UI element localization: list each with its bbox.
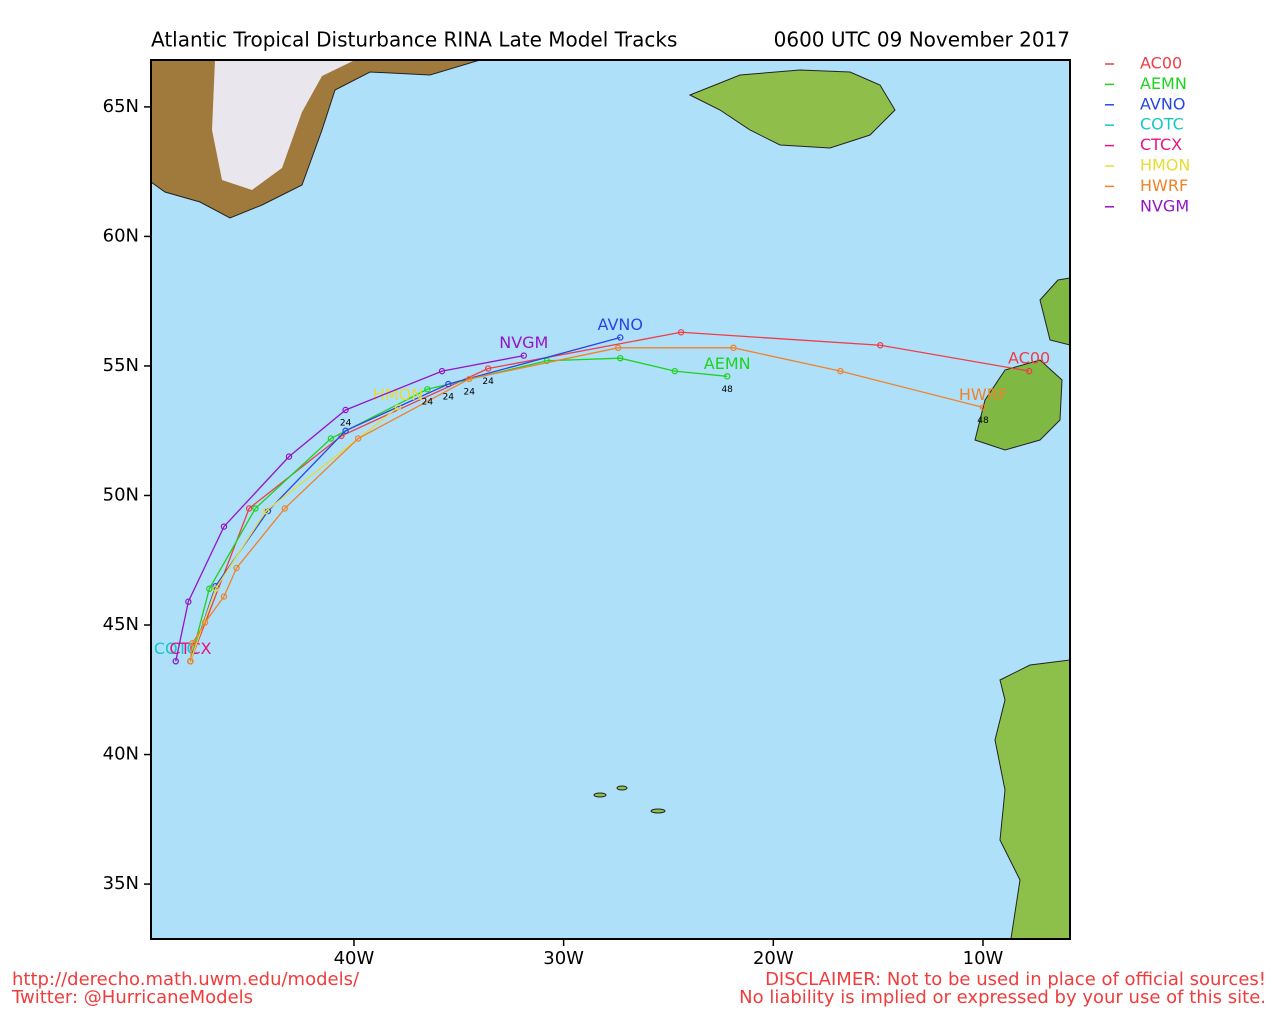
track-point	[617, 354, 624, 362]
hour-label: 48	[721, 385, 733, 395]
track-point	[206, 585, 213, 592]
track-point	[187, 658, 194, 665]
track-point	[245, 505, 253, 512]
iberia	[994, 659, 1070, 939]
chart-subtitle: 0600 UTC 09 November 2017	[774, 28, 1070, 52]
hour-label: 24	[340, 418, 352, 428]
hour-label: 48	[977, 416, 989, 426]
track-point	[394, 404, 402, 411]
track-point	[466, 375, 473, 383]
chart-title: Atlantic Tropical Disturbance RINA Late …	[151, 28, 677, 52]
track-label: HWRF	[959, 385, 1007, 404]
track-point	[723, 373, 731, 380]
track-point	[877, 342, 884, 349]
track-point	[220, 593, 228, 600]
track-label: COTC	[154, 639, 198, 658]
track-point	[342, 427, 349, 434]
azores	[650, 808, 666, 814]
track-point	[262, 507, 270, 515]
hour-label: 24	[422, 398, 434, 408]
track-point	[354, 435, 362, 442]
y-tick-label: 55N	[103, 355, 139, 376]
track-point	[617, 334, 624, 341]
track-point	[252, 505, 259, 512]
ireland	[974, 359, 1063, 451]
y-tick-label: 40N	[103, 744, 139, 765]
plot-frame	[150, 59, 1071, 940]
track-point	[730, 344, 737, 352]
legend-label: AEMN	[1140, 74, 1187, 93]
legend-label: AVNO	[1140, 94, 1185, 113]
hour-label: 24	[464, 387, 476, 397]
track-label: AVNO	[598, 315, 643, 334]
track-point	[212, 585, 219, 592]
azores	[616, 785, 628, 791]
hour-label: 24	[482, 377, 494, 387]
legend-label: COTC	[1140, 115, 1184, 134]
track-point	[614, 344, 622, 352]
y-tick-label: 45N	[103, 614, 139, 635]
track-point	[438, 367, 446, 375]
track-point	[520, 352, 527, 359]
track-point	[327, 435, 335, 442]
track-point	[424, 386, 431, 393]
legend-label: HWRF	[1140, 176, 1188, 195]
track-point	[185, 598, 192, 605]
x-tick-label: 20W	[753, 948, 794, 969]
track-point	[543, 357, 551, 364]
y-tick-label: 35N	[103, 873, 139, 894]
scotland	[1039, 277, 1070, 346]
track-line	[189, 347, 984, 662]
x-tick-label: 10W	[963, 948, 1004, 969]
track-point	[220, 523, 228, 530]
legend-label: NVGM	[1140, 196, 1189, 215]
greenland-ice	[212, 60, 355, 190]
track-point	[484, 365, 492, 372]
track-label: AEMN	[704, 354, 751, 373]
track-point	[445, 380, 452, 388]
iceland	[688, 69, 896, 149]
legend-label: AC00	[1140, 54, 1182, 73]
footer-right: No liability is implied or expressed by …	[739, 987, 1266, 1008]
track-line	[189, 336, 621, 662]
track-point	[837, 367, 844, 375]
x-tick-label: 30W	[543, 948, 584, 969]
track-point	[677, 329, 685, 336]
track-label: AC00	[1008, 349, 1050, 368]
track-point	[671, 367, 678, 375]
track-label: HMON	[373, 385, 423, 404]
track-label: NVGM	[499, 333, 548, 352]
track-point	[1025, 367, 1033, 375]
y-tick-label: 65N	[103, 96, 139, 117]
x-tick-label: 40W	[334, 948, 375, 969]
land	[151, 60, 1070, 939]
track-point	[281, 505, 288, 512]
ocean	[151, 60, 1070, 939]
footer-left: http://derecho.math.uwm.edu/models/	[12, 969, 360, 990]
track-point	[285, 453, 293, 460]
azores	[593, 792, 607, 798]
legend-label: CTCX	[1140, 135, 1182, 154]
track-point	[189, 639, 196, 647]
footer-right: DISCLAIMER: Not to be used in place of o…	[765, 969, 1266, 990]
track-point	[172, 658, 179, 665]
track-line	[175, 354, 524, 662]
y-tick-label: 60N	[103, 225, 139, 246]
legend-label: HMON	[1140, 156, 1190, 175]
track-point	[342, 406, 349, 414]
track-point	[979, 404, 987, 411]
track-line	[189, 331, 1030, 662]
footer-left: Twitter: @HurricaneModels	[11, 987, 253, 1008]
track-point	[201, 619, 209, 626]
track-point	[233, 564, 240, 572]
track-line	[189, 357, 728, 662]
hour-label: 24	[443, 393, 455, 403]
y-tick-label: 50N	[103, 484, 139, 505]
